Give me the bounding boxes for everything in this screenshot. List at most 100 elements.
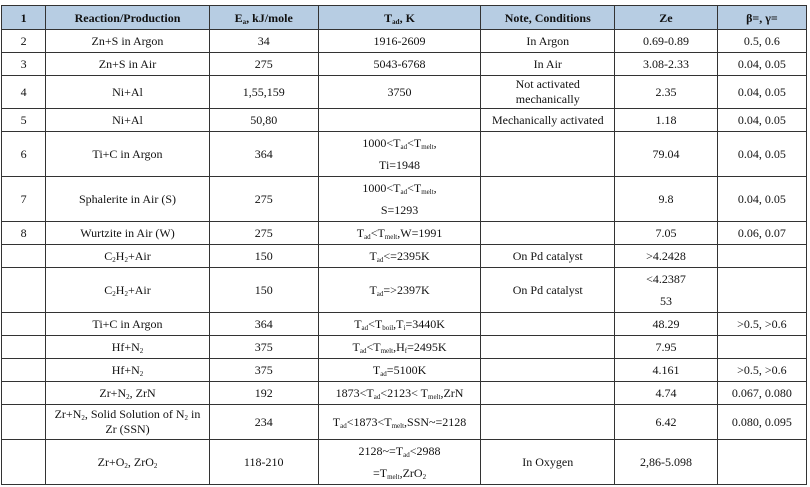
cell-activation-energy: 1,55,159 (208, 75, 319, 109)
subscript: ad (403, 451, 410, 459)
cell-activation-energy: 118-210 (208, 439, 319, 485)
cell-index: 3 (0, 52, 47, 76)
cell-line: Not activated (515, 77, 580, 91)
text-segment: T (356, 226, 365, 240)
text-segment: T (369, 283, 377, 297)
text-segment: E (234, 10, 243, 25)
subscript: 2 (112, 256, 116, 264)
cell-line: 2,86-5.098 (639, 455, 692, 469)
text-segment: <T (370, 226, 385, 240)
cell-note (480, 358, 616, 382)
cell-ze: 4.161 (614, 358, 718, 382)
cell-line: <4.2387 (646, 272, 686, 286)
cell-adiabatic-temperature: 1000<Tad<Tmelt, S=1293 (317, 176, 482, 222)
cell-line: β=, γ= (746, 10, 778, 25)
cell-ze: 48.29 (614, 312, 718, 336)
cell-line: 192 (254, 386, 273, 400)
cell-index (0, 439, 47, 485)
cell-activation-energy: 34 (208, 29, 319, 53)
cell-activation-energy: 375 (208, 335, 319, 359)
cell-activation-energy: 150 (208, 244, 319, 268)
cell-line: 150 (254, 249, 273, 263)
subscript: melt (391, 422, 405, 430)
cell-line: 1000<Tad<Tmelt, (322, 177, 478, 199)
cell-line: Tad=>2397K (322, 279, 478, 301)
cell-note: Mechanically activated (480, 108, 616, 132)
header-reaction: Reaction/Production (45, 5, 210, 30)
text-segment: <T (366, 340, 381, 354)
cell-note (480, 381, 616, 405)
subscript: ad (400, 188, 408, 196)
cell-ze: 1.18 (614, 108, 718, 132)
table-row: 4 Ni+Al 1,55,159 3750 Not activated mechanica… (0, 75, 808, 109)
subscript: melt (421, 188, 434, 196)
cell-beta-gamma: >0.5, >0.6 (716, 358, 808, 382)
text-segment: ,T (393, 317, 404, 331)
cell-line: 1 (20, 10, 27, 25)
cell-line: >4.2428 (646, 249, 686, 263)
header-row: 1 Reaction/Production Ea, kJ/mole Tad, K Not… (0, 5, 808, 30)
table-row: Ti+C in Argon 364 Tad<Tboil,Ti=3440K 48.29 >… (0, 312, 808, 336)
cell-line: 2.35 (655, 85, 677, 99)
table-row: C2H2+Air 150 Tad<=2395K On Pd catalyst >4.24… (0, 244, 808, 268)
text-segment: T (354, 317, 362, 331)
cell-line: 275 (254, 192, 273, 206)
cell-line: 7 (20, 192, 27, 206)
cell-line: 50,80 (250, 113, 278, 127)
cell-line: Zr+O2, ZrO2 (49, 451, 205, 473)
cell-note (480, 221, 616, 245)
text-segment: Zr+N (54, 407, 82, 421)
text-segment: =2495K (407, 340, 447, 354)
cell-line: 2128~=Tad<2988 (322, 440, 478, 462)
subscript: 2 (139, 370, 144, 378)
text-segment: H (115, 249, 125, 263)
cell-line: 1,55,159 (242, 85, 285, 99)
cell-line: S=1293 (380, 203, 419, 217)
text-segment: 1000<T (362, 181, 401, 195)
cell-ze: 7.05 (614, 221, 718, 245)
cell-index (0, 381, 47, 405)
cell-reaction: C2H2+Air (45, 267, 210, 313)
cell-line: Ti=1948 (379, 158, 421, 172)
cell-line: C2H2+Air (49, 245, 205, 267)
cell-line: Hf+N2 (49, 336, 205, 358)
cell-adiabatic-temperature: 5043-6768 (317, 52, 482, 76)
subscript: 2 (153, 462, 158, 470)
cell-line: 4.161 (652, 363, 680, 377)
subscript: a (242, 17, 247, 26)
cell-beta-gamma: 0.04, 0.05 (716, 131, 808, 177)
cell-reaction: Sphalerite in Air (S) (45, 176, 210, 222)
cell-activation-energy: 364 (208, 131, 319, 177)
cell-adiabatic-temperature: Tad=>2397K (317, 267, 482, 313)
text-segment: <2123< T (380, 386, 428, 400)
cell-adiabatic-temperature: 1000<Tad<Tmelt, Ti=1948 (317, 131, 482, 177)
cell-line: 0.04, 0.05 (737, 85, 786, 99)
cell-line: 3 (20, 57, 27, 71)
cell-reaction: Ni+Al (45, 75, 210, 109)
table-row: 2 Zn+S in Argon 34 1916-2609 In Argon 0.69-0.… (0, 29, 808, 53)
text-segment: ,ZrO (399, 466, 423, 480)
cell-line: 48.29 (652, 317, 680, 331)
cell-line: Ni+Al (112, 113, 143, 127)
cell-line: Ze (659, 10, 673, 25)
cell-beta-gamma: 0.5, 0.6 (716, 29, 808, 53)
text-segment: T (384, 10, 393, 25)
subscript: melt (380, 347, 394, 355)
cell-line: Tad, K (322, 7, 478, 29)
cell-line: 5 (20, 113, 27, 127)
subscript: ad (380, 370, 387, 378)
cell-note (480, 335, 616, 359)
cell-line: 9.8 (658, 192, 674, 206)
cell-line: Ni+Al (112, 85, 143, 99)
subscript: 2 (124, 256, 128, 264)
cell-index (0, 358, 47, 382)
cell-reaction: Hf+N2 (45, 335, 210, 359)
cell-index (0, 335, 47, 359)
subscript: ad (340, 422, 347, 430)
subscript: ad (400, 143, 408, 151)
cell-ze: 6.42 (614, 404, 718, 440)
table-row: 7 Sphalerite in Air (S) 275 1000<Tad<Tmelt,… (0, 176, 808, 222)
cell-line: 8 (20, 226, 27, 240)
cell-ze: 2,86-5.098 (614, 439, 718, 485)
cell-reaction: Ti+C in Argon (45, 312, 210, 336)
